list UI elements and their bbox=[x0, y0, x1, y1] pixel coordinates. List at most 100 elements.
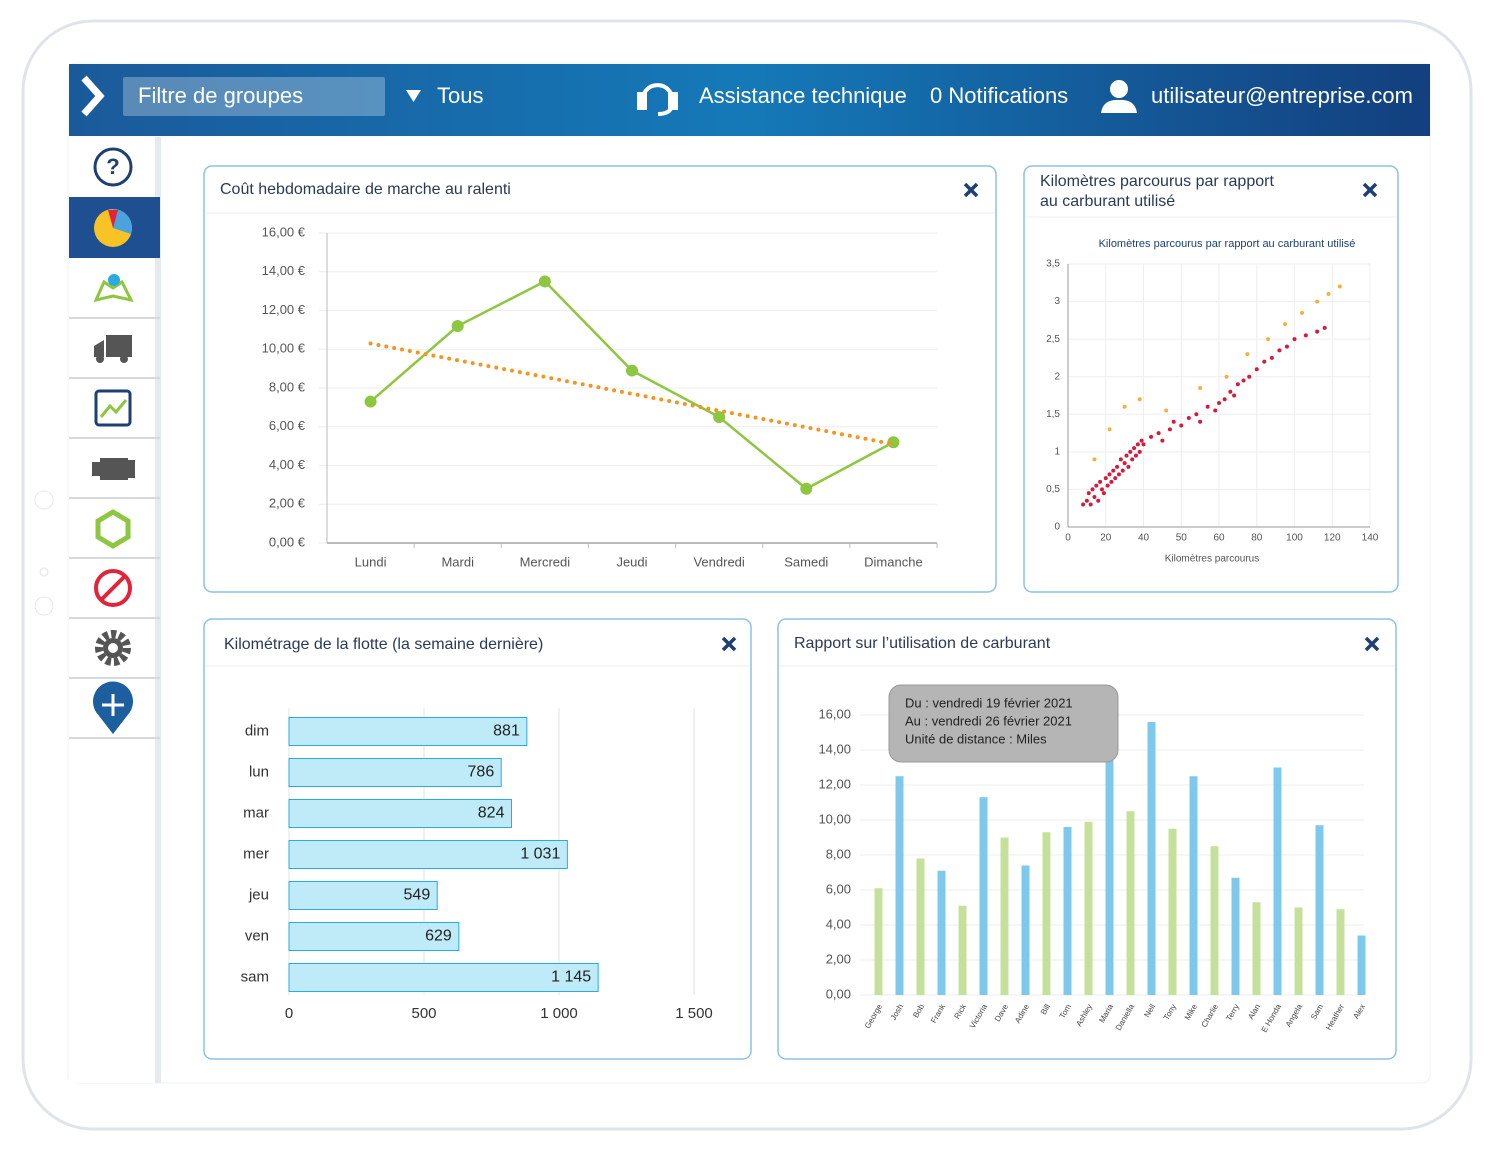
panel-title: au carburant utilisé bbox=[1040, 193, 1175, 210]
menu-toggle[interactable] bbox=[81, 75, 105, 117]
scatter-point bbox=[1107, 427, 1112, 432]
device-button bbox=[39, 567, 49, 577]
scatter-point bbox=[1111, 468, 1116, 473]
x-tick-label: Dimanche bbox=[864, 554, 923, 569]
data-point bbox=[800, 482, 813, 495]
sidebar-separators bbox=[69, 317, 160, 739]
notifications[interactable]: 0 Notifications bbox=[930, 83, 1068, 108]
scatter-point bbox=[1141, 442, 1146, 447]
scatter-point bbox=[1081, 502, 1086, 507]
y-tick-label: lun bbox=[249, 763, 269, 780]
reports-icon[interactable] bbox=[94, 389, 132, 427]
scatter-point bbox=[1132, 446, 1137, 451]
svg-text:?: ? bbox=[106, 154, 119, 179]
data-point bbox=[626, 364, 638, 377]
bar bbox=[895, 776, 904, 995]
scatter-point bbox=[1198, 385, 1203, 390]
y-tick-label: sam bbox=[241, 968, 269, 985]
scatter-point bbox=[1167, 427, 1172, 432]
y-tick-label: 10,00 € bbox=[262, 341, 306, 356]
scatter-point bbox=[1337, 284, 1342, 289]
bar bbox=[1084, 821, 1093, 995]
engine-icon[interactable] bbox=[92, 458, 135, 480]
panel-dividers bbox=[205, 212, 1397, 667]
panel-title: Coût hebdomadaire de marche au ralenti bbox=[220, 181, 511, 198]
restriction-icon[interactable] bbox=[94, 569, 132, 607]
y-tick-label: 4,00 bbox=[826, 916, 851, 931]
scatter-point bbox=[1137, 397, 1142, 402]
user-icon[interactable] bbox=[1101, 80, 1137, 113]
close-buttons[interactable] bbox=[721, 182, 1380, 652]
dashboard-icon[interactable] bbox=[94, 209, 132, 247]
scatter-point bbox=[1137, 449, 1142, 454]
bar-value-label: 549 bbox=[404, 887, 431, 904]
scatter-point bbox=[1094, 483, 1099, 488]
data-point bbox=[713, 411, 726, 424]
headset-icon[interactable] bbox=[637, 83, 678, 116]
geofence-icon[interactable] bbox=[95, 509, 131, 549]
scatter-point bbox=[1300, 310, 1305, 315]
y-tick-label: 8,00 € bbox=[269, 379, 306, 394]
scatter-point bbox=[1179, 423, 1184, 428]
x-tick-label: 0 bbox=[285, 1005, 293, 1022]
bar bbox=[288, 758, 502, 787]
panel-title: Rapport sur l’utilisation de carburant bbox=[794, 635, 1051, 652]
scatter-point bbox=[1124, 453, 1129, 458]
scatter-point bbox=[1241, 378, 1246, 383]
y-tick-label: 2,00 bbox=[826, 951, 851, 966]
scatter-point bbox=[1101, 491, 1106, 496]
data-line bbox=[368, 341, 896, 447]
x-tick-label: 40 bbox=[1138, 533, 1150, 544]
bar-value-label: 1 145 bbox=[551, 969, 591, 986]
bar bbox=[1000, 837, 1009, 995]
location-icon[interactable] bbox=[92, 681, 133, 734]
dropdown-arrow[interactable] bbox=[406, 90, 421, 102]
help-icon[interactable]: ? bbox=[93, 147, 133, 187]
bar bbox=[916, 858, 925, 995]
data-point bbox=[364, 395, 377, 408]
bar-value-label: 629 bbox=[425, 928, 452, 945]
tooltip bbox=[888, 684, 1119, 763]
tooltip-line: Unité de distance : Miles bbox=[905, 731, 1047, 746]
scatter-point bbox=[1235, 382, 1240, 387]
y-tick-label: 12,00 € bbox=[262, 302, 306, 317]
scatter-point bbox=[1105, 483, 1110, 488]
map-icon[interactable] bbox=[93, 274, 134, 303]
scatter-point bbox=[1315, 299, 1320, 304]
user-email[interactable]: utilisateur@entreprise.com bbox=[1151, 83, 1413, 108]
y-tick-label: 16,00 bbox=[818, 706, 851, 721]
bar bbox=[937, 870, 946, 995]
bar bbox=[1336, 909, 1345, 995]
scatter-point bbox=[1217, 401, 1221, 406]
scatter-point bbox=[1277, 348, 1282, 353]
panel bbox=[1023, 165, 1399, 593]
scatter-point bbox=[1113, 476, 1118, 481]
scatter-point bbox=[1254, 367, 1259, 372]
sidebar-edge bbox=[155, 137, 161, 1083]
group-filter-label[interactable]: Filtre de groupes bbox=[138, 83, 303, 108]
scatter-point bbox=[1222, 397, 1227, 402]
bar-value-label: 786 bbox=[468, 764, 495, 781]
y-tick-label: 3,5 bbox=[1046, 259, 1060, 270]
dropdown-value[interactable]: Tous bbox=[437, 83, 483, 108]
bar bbox=[1210, 846, 1219, 995]
scatter-point bbox=[1322, 325, 1327, 330]
y-tick-label: dim bbox=[245, 722, 269, 739]
group-filter[interactable] bbox=[123, 77, 385, 116]
x-tick-label: 120 bbox=[1324, 533, 1341, 544]
scatter-point bbox=[1315, 329, 1320, 334]
scatter-point bbox=[1103, 476, 1108, 481]
scatter-point bbox=[1198, 419, 1203, 424]
scatter-point bbox=[1164, 408, 1169, 413]
scatter-point bbox=[1232, 393, 1237, 398]
settings-icon[interactable] bbox=[95, 630, 131, 666]
panel bbox=[203, 165, 997, 593]
bar bbox=[1147, 722, 1156, 995]
vehicle-icon[interactable] bbox=[94, 335, 132, 363]
panel bbox=[203, 618, 752, 1060]
scatter-point bbox=[1109, 479, 1114, 484]
y-tick-label: 0,00 bbox=[826, 986, 851, 1001]
scatter-point bbox=[1205, 404, 1210, 409]
support-link[interactable]: Assistance technique bbox=[699, 83, 907, 108]
